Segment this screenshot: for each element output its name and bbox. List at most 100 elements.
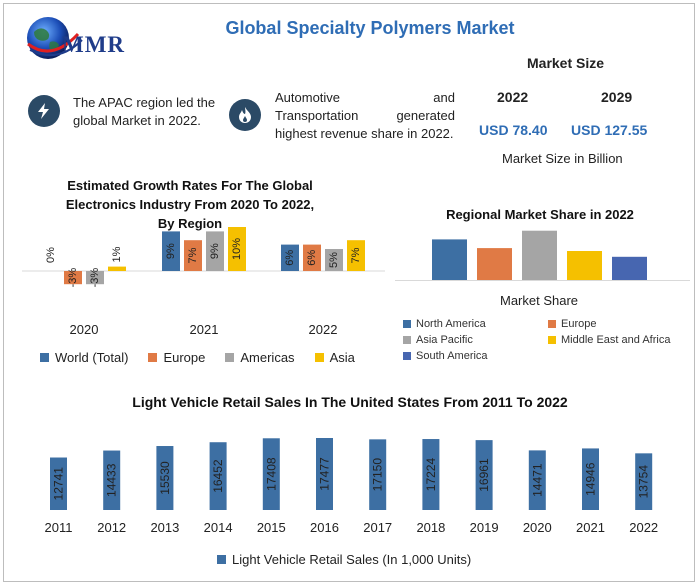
regional-bar (522, 230, 557, 280)
growth-bar (303, 244, 321, 271)
vehicle-bar (50, 457, 67, 510)
vehicle-bar-label: 17477 (318, 457, 332, 491)
growth-bar-label: 9% (165, 243, 177, 259)
vehicle-category-label: 2016 (310, 520, 339, 535)
vehicle-bar (422, 439, 440, 510)
growth-bar-label: 7% (350, 247, 362, 263)
vehicle-bar (475, 440, 493, 510)
vehicle-bar-label: 14433 (105, 463, 119, 497)
growth-bar (86, 271, 104, 285)
regional-chart (395, 230, 690, 281)
legend-swatch (403, 336, 411, 344)
logo-text: MMR (62, 32, 126, 57)
vehicle-bar-label: 13754 (637, 465, 651, 499)
vehicle-category-label: 2018 (416, 520, 445, 535)
vehicle-bar-label: 17224 (424, 458, 438, 492)
growth-chart-title: Estimated Growth Rates For The Global El… (40, 176, 340, 233)
regional-bar (612, 256, 647, 280)
growth-legend-item: Asia (314, 350, 355, 365)
page-title: Global Specialty Polymers Market (225, 18, 515, 38)
legend-swatch (403, 352, 411, 360)
growth-bar-label: 6% (306, 250, 318, 266)
legend-label: Middle East and Africa (561, 334, 671, 346)
regional-bar (567, 251, 602, 280)
insight-auto-word3: Transportation (275, 108, 359, 123)
legend-swatch (548, 336, 556, 344)
vehicle-bar-label: 15530 (158, 461, 172, 495)
insight-apac: The APAC region led the global Market in… (73, 94, 233, 130)
vehicle-legend-label: Light Vehicle Retail Sales (In 1,000 Uni… (232, 552, 472, 567)
vehicle-category-label: 2021 (576, 520, 605, 535)
regional-legend-item: North America (403, 318, 548, 330)
infographic-frame (3, 3, 695, 582)
growth-bar-label: 7% (187, 247, 199, 263)
insight-apac-line1: The APAC region led the (73, 95, 216, 110)
growth-bar (228, 227, 246, 271)
lightning-icon (28, 95, 60, 127)
insight-apac-line2: global Market in 2022. (73, 113, 201, 128)
vehicle-category-label: 2022 (629, 520, 658, 535)
legend-label: Americas (240, 350, 295, 365)
regional-bar (477, 248, 512, 280)
insight-auto-word2: and (433, 90, 455, 105)
legend-label: Europe (561, 318, 597, 330)
vehicle-bar-label: 16961 (477, 458, 491, 492)
vehicle-bar-label: 14471 (530, 463, 544, 497)
growth-title-line3: By Region (157, 216, 223, 231)
vehicle-category-label: 2019 (470, 520, 499, 535)
growth-category-label: 2022 (309, 322, 338, 337)
growth-bar (162, 231, 180, 271)
growth-title-line1: Estimated Growth Rates For The Global (67, 178, 313, 193)
regional-legend-item: South America (403, 350, 548, 362)
growth-bar-label: -3% (89, 268, 101, 288)
legend-label: Asia (329, 350, 355, 365)
legend-swatch (403, 320, 411, 328)
flame-icon (229, 99, 261, 131)
vehicle-bar (369, 439, 387, 510)
growth-chart: 0% -3% -3% 1% 2020 9% 7% 9% 10% 2021 6% 6% 5% 7% 2022 (22, 227, 385, 337)
growth-bar-label: 9% (209, 243, 221, 259)
growth-bar (325, 249, 343, 271)
vehicle-legend: Light Vehicle Retail Sales (In 1,000 Uni… (217, 552, 471, 567)
vehicle-bar (156, 446, 174, 510)
growth-bar (206, 231, 224, 271)
regional-legend-item: Middle East and Africa (548, 334, 693, 346)
vehicle-category-label: 2011 (45, 520, 73, 535)
vehicle-category-label: 2020 (523, 520, 552, 535)
growth-legend-item: Americas (225, 350, 295, 365)
market-size-value-2022: USD 78.40 (479, 122, 548, 138)
vehicle-bar-label: 17150 (371, 458, 385, 492)
market-size-year-2022: 2022 (497, 89, 529, 105)
growth-bar-label: 6% (284, 250, 296, 266)
market-size-heading: Market Size (527, 55, 605, 71)
regional-legend-item: Asia Pacific (403, 334, 548, 346)
growth-bar (64, 271, 82, 285)
insight-auto-line3: highest revenue share in 2022. (275, 126, 454, 141)
growth-bar-label: -3% (67, 268, 79, 288)
vehicle-category-label: 2014 (204, 520, 233, 535)
market-size-year-2029: 2029 (601, 89, 633, 105)
legend-label: North America (416, 318, 486, 330)
vehicle-category-label: 2017 (363, 520, 392, 535)
growth-bar-label: 10% (231, 238, 243, 260)
vehicle-category-label: 2012 (97, 520, 126, 535)
legend-label: South America (416, 350, 488, 362)
legend-label: Europe (163, 350, 206, 365)
insight-auto-word4: generated (396, 108, 455, 123)
vehicle-bar-label: 14946 (584, 462, 598, 496)
growth-bar-label: 5% (328, 252, 340, 268)
vehicle-bar (209, 442, 227, 510)
growth-bar (281, 244, 299, 271)
legend-label: World (Total) (55, 350, 129, 365)
regional-legend: North America Europe Asia Pacific Middle Ea… (403, 318, 693, 362)
growth-bar (347, 240, 365, 271)
insight-auto-word1: Automotive (275, 90, 341, 105)
legend-swatch (548, 320, 556, 328)
growth-title-line2: Electronics Industry From 2020 To 2022, (65, 197, 315, 212)
growth-legend-item: Europe (148, 350, 205, 365)
growth-legend: World (Total) Europe Americas Asia (40, 350, 355, 365)
legend-swatch (314, 353, 324, 362)
vehicle-bar (103, 450, 121, 510)
mmr-logo (22, 14, 142, 66)
vehicle-bar-label: 17408 (264, 457, 278, 491)
